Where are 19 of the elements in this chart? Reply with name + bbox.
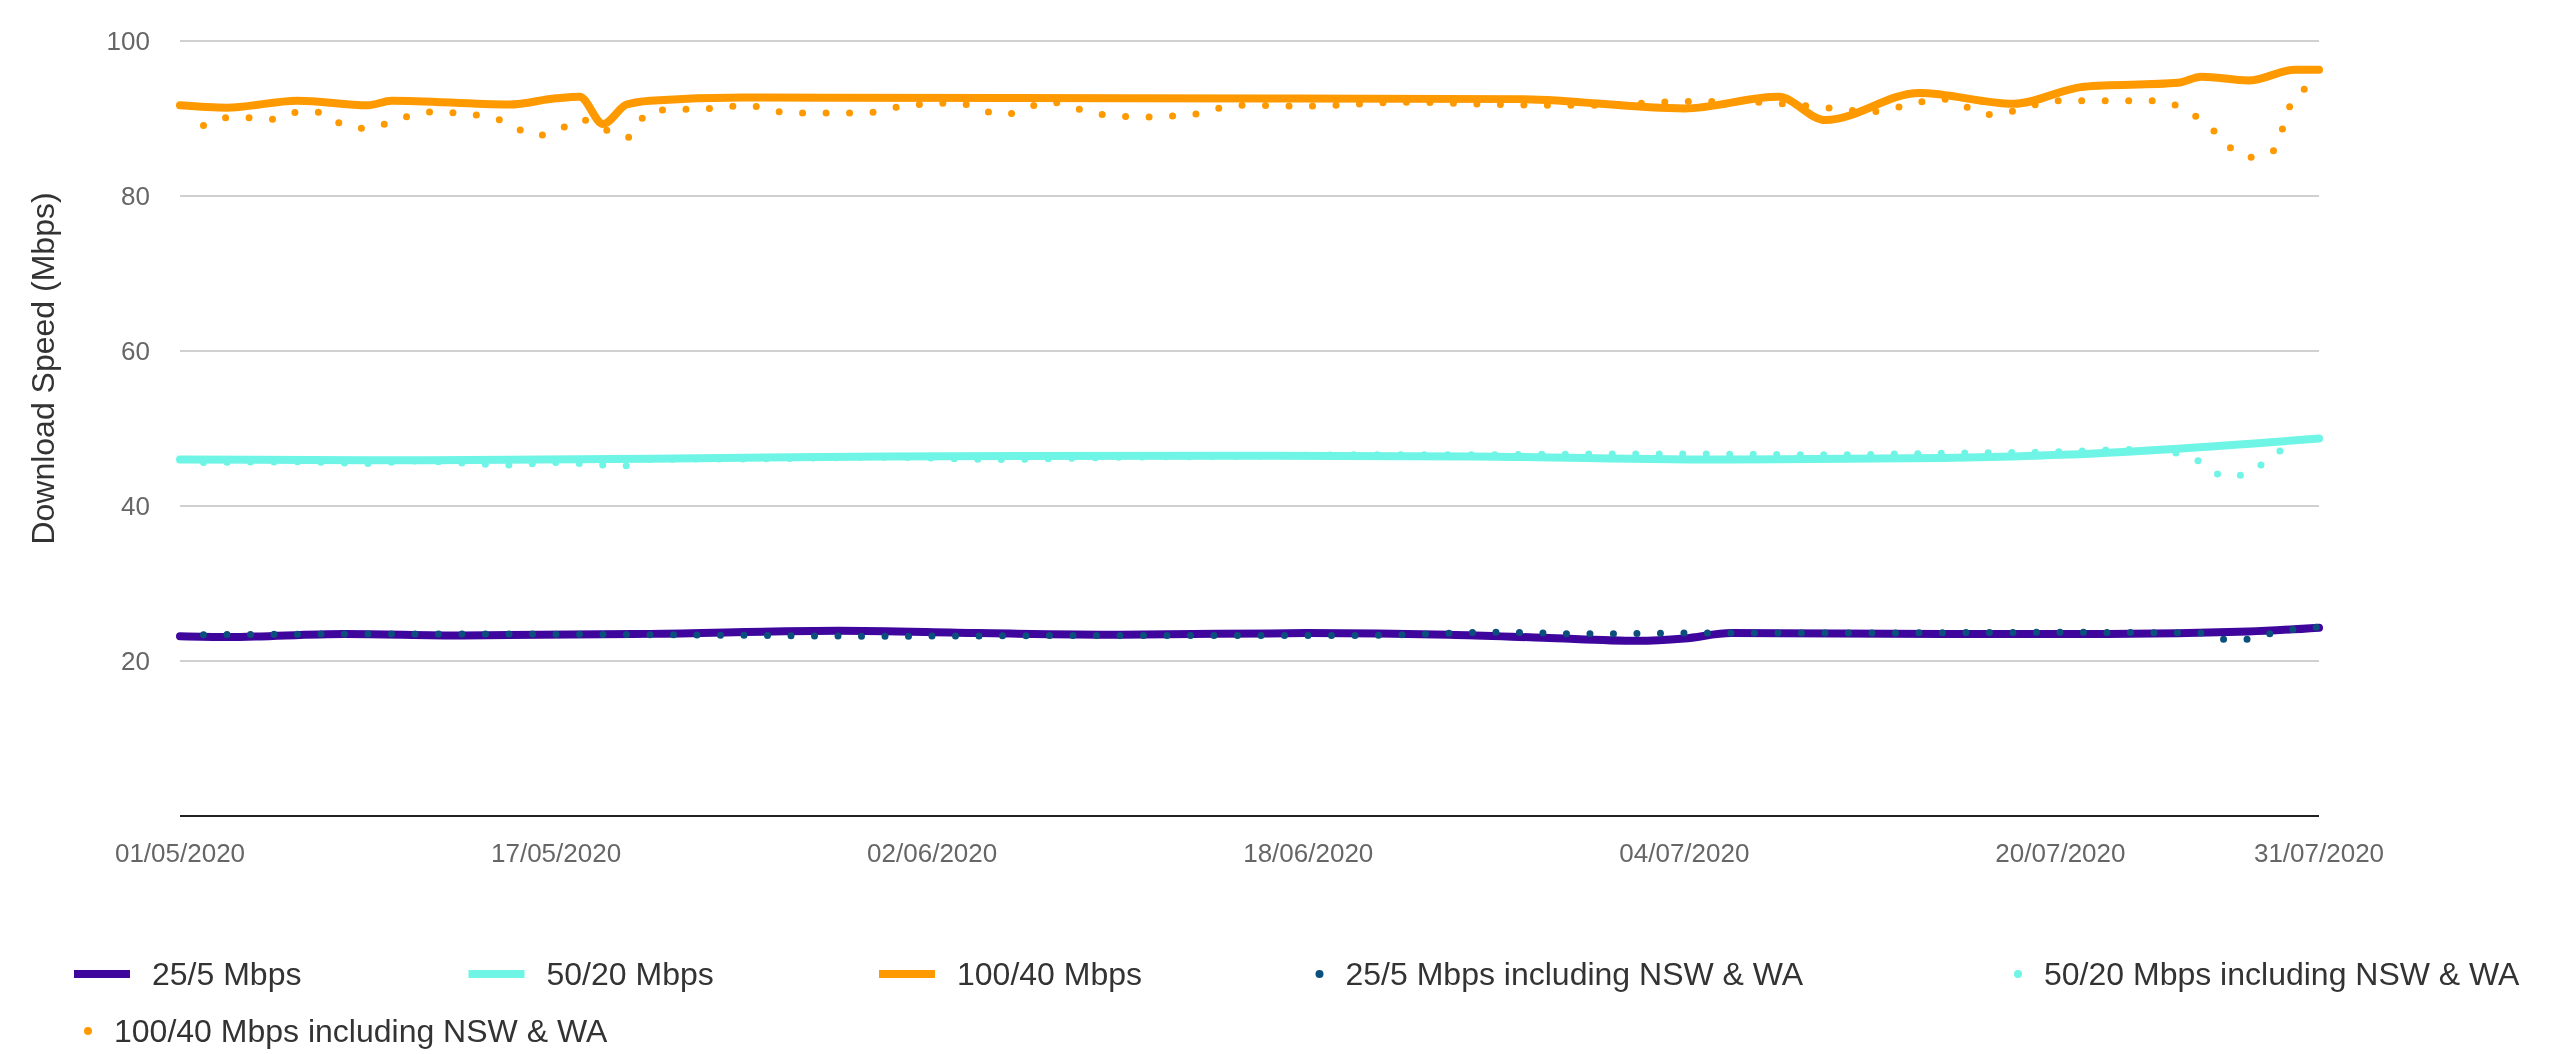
x-tick-label: 17/05/2020: [491, 838, 622, 868]
x-tick-label: 04/07/2020: [1619, 838, 1750, 868]
legend-label: 100/40 Mbps including NSW & WA: [114, 1013, 608, 1050]
x-tick-label: 18/06/2020: [1243, 838, 1374, 868]
legend-label: 50/20 Mbps including NSW & WA: [2044, 956, 2521, 993]
legend-label: 50/20 Mbps: [546, 956, 714, 993]
y-tick-label: 60: [121, 336, 150, 367]
y-tick-label: 40: [121, 491, 150, 522]
y-tick-label: 80: [121, 181, 150, 212]
legend-label: 100/40 Mbps: [957, 956, 1143, 993]
legend-label: 25/5 Mbps including NSW & WA: [1345, 956, 1804, 993]
legend-label: 25/5 Mbps: [152, 956, 302, 993]
y-axis-title: Download Speed (Mbps): [25, 192, 61, 545]
x-tick-label: 31/07/2020: [2253, 838, 2385, 868]
x-tick-label: 20/07/2020: [1995, 838, 2126, 868]
x-tick-label: 01/05/2020: [114, 838, 246, 868]
y-tick-label: 20: [121, 646, 150, 677]
x-tick-label: 02/06/2020: [867, 838, 998, 868]
y-tick-label: 100: [106, 26, 150, 57]
